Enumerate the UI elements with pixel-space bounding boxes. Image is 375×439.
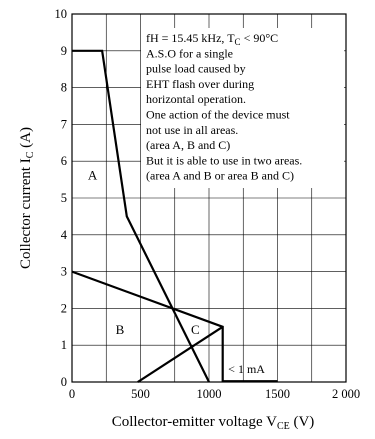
note-background xyxy=(141,28,344,188)
y-tick-label: 2 xyxy=(61,301,67,315)
x-tick-label: 0 xyxy=(69,387,75,401)
region-label-c: C xyxy=(191,322,200,337)
y-axis-title: Collector current IC (A) xyxy=(18,127,36,269)
plot-border xyxy=(71,13,347,383)
series-line-1 xyxy=(72,49,210,383)
region-labels: A B C xyxy=(88,168,200,338)
plot-lines xyxy=(71,49,278,383)
y-tick-label: 6 xyxy=(61,154,67,168)
note-line: But it is able to use in two areas. xyxy=(146,153,302,167)
y-tick-label: 5 xyxy=(61,191,67,205)
y-tick-label: 7 xyxy=(61,117,67,131)
region-label-a: A xyxy=(88,168,98,183)
note-lines: A.S.O for a single pulse load caused byEH… xyxy=(146,46,302,182)
note-line: (area A and B or area B and C) xyxy=(146,169,294,183)
x-tick-label: 500 xyxy=(131,387,150,401)
y-tick-label: 8 xyxy=(61,81,67,95)
note-line: A.S.O for a single xyxy=(146,46,233,60)
x-tick-label: 1000 xyxy=(197,387,222,401)
note-line: pulse load caused by xyxy=(146,62,246,76)
plot-frame xyxy=(71,13,347,383)
note-line: not use in all areas. xyxy=(146,123,238,137)
tick-labels: 0 1 2 3 4 5 6 7 8 9 10 0 500 1000 1500 2 000 xyxy=(55,7,361,401)
annotation-label: < 1 mA xyxy=(228,362,265,376)
note-line: horizontal operation. xyxy=(146,92,246,106)
note-line-1: fH = 15.45 kHz, TC < 90°C xyxy=(146,31,278,47)
note-line: EHT flash over during xyxy=(146,77,254,91)
y-tick-label: 3 xyxy=(61,265,67,279)
y-tick-label: 9 xyxy=(61,44,67,58)
note-line: One action of the device must xyxy=(146,108,290,122)
y-tick-label: 4 xyxy=(61,228,68,242)
x-axis-title: Collector-emitter voltage VCE (V) xyxy=(112,414,315,432)
y-tick-label: 0 xyxy=(61,375,67,389)
x-tick-label: 2 000 xyxy=(332,387,360,401)
series-line-3 xyxy=(137,325,224,383)
y-tick-label: 1 xyxy=(61,338,67,352)
note-line: (area A, B and C) xyxy=(146,138,230,152)
region-label-b: B xyxy=(116,322,125,337)
x-tick-label: 1500 xyxy=(265,387,290,401)
y-tick-label: 10 xyxy=(55,7,68,21)
annotations: < 1 mA xyxy=(228,362,265,376)
